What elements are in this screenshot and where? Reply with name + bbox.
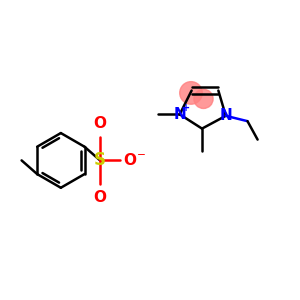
Text: +: + [182, 103, 190, 113]
Text: O: O [94, 190, 106, 205]
Text: N: N [173, 107, 186, 122]
Circle shape [194, 89, 213, 109]
Circle shape [180, 82, 202, 104]
Text: O: O [94, 116, 106, 131]
Text: N: N [219, 108, 232, 123]
Text: S: S [94, 152, 106, 169]
Text: O$^{-}$: O$^{-}$ [123, 152, 146, 168]
